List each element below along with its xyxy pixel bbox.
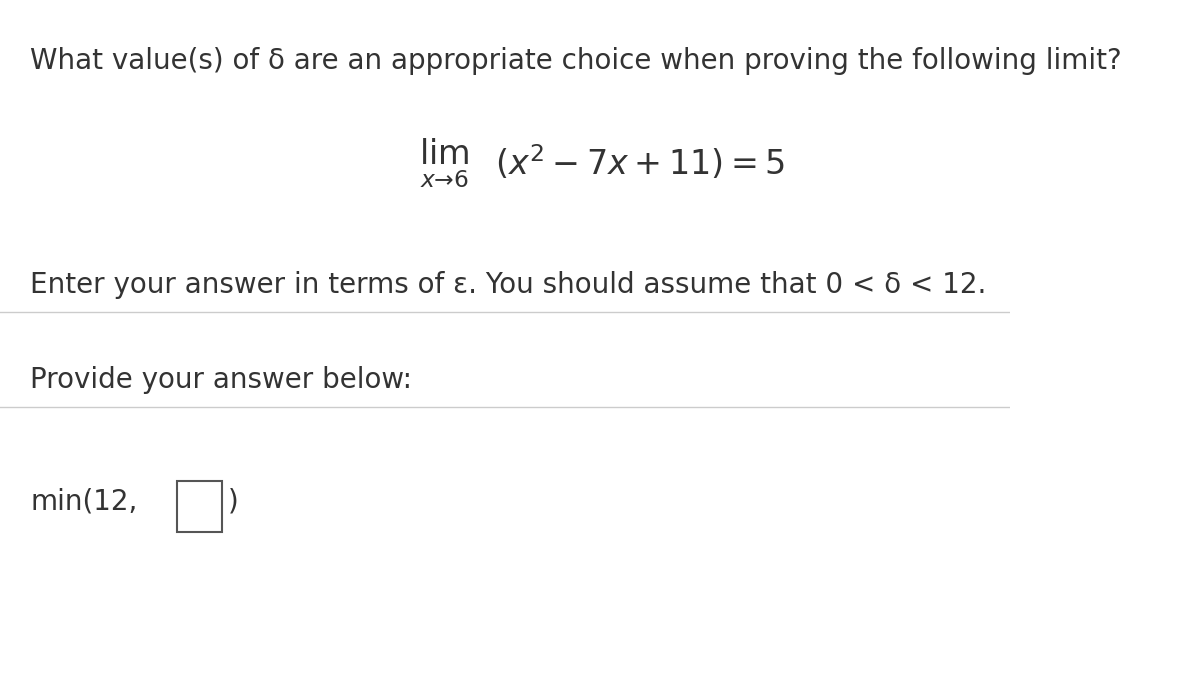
Text: min(12,: min(12, <box>30 487 138 516</box>
Text: $(x^2 - 7x + 11) = 5$: $(x^2 - 7x + 11) = 5$ <box>496 143 785 182</box>
Text: Provide your answer below:: Provide your answer below: <box>30 366 413 394</box>
FancyBboxPatch shape <box>176 481 222 532</box>
Text: What value(s) of δ are an appropriate choice when proving the following limit?: What value(s) of δ are an appropriate ch… <box>30 47 1122 75</box>
Text: $\lim_{x \to 6}$: $\lim_{x \to 6}$ <box>419 136 469 190</box>
Text: Enter your answer in terms of ε. You should assume that 0 < δ < 12.: Enter your answer in terms of ε. You sho… <box>30 271 986 299</box>
Text: ): ) <box>227 487 238 516</box>
